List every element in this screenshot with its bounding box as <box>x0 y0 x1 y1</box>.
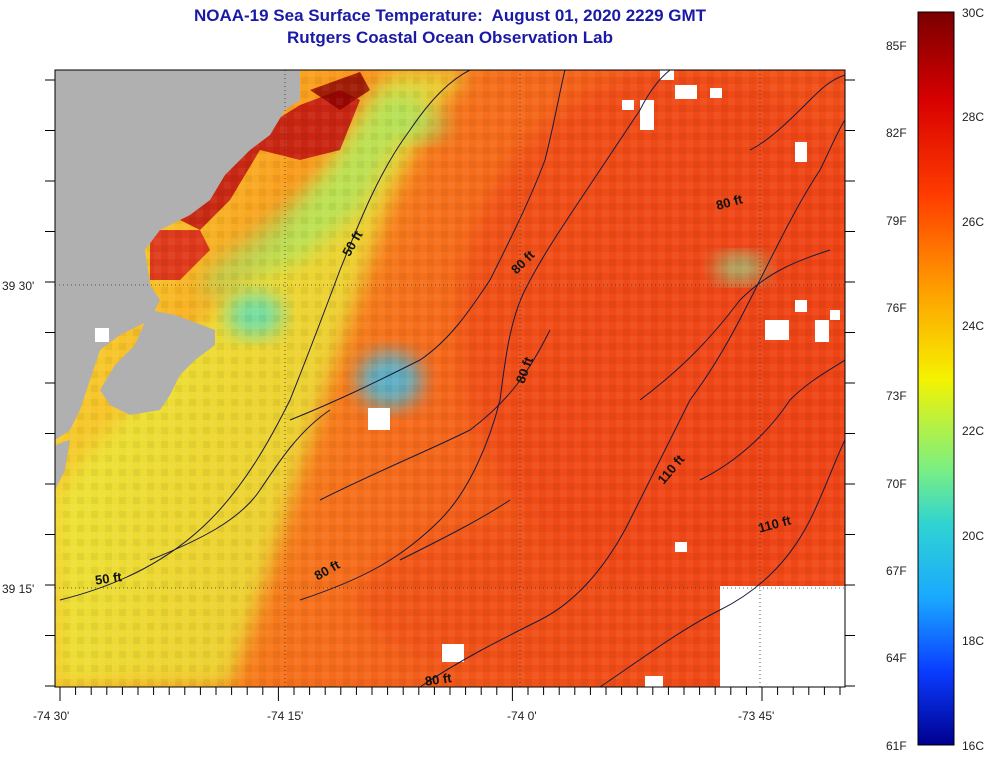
cbar-c-22: 22C <box>962 424 984 438</box>
bathymetry-contours <box>59 70 845 687</box>
lat-label-0: 39 30' <box>2 279 34 293</box>
cbar-c-28: 28C <box>962 110 984 124</box>
map-frame <box>45 69 855 701</box>
depth-label-80ft-c: 80 ft <box>714 191 744 213</box>
cbar-c-16: 16C <box>962 739 984 753</box>
cbar-f-76: 76F <box>886 301 907 315</box>
cbar-f-67: 67F <box>886 564 907 578</box>
cbar-c-18: 18C <box>962 634 984 648</box>
sst-field: 50 ft 50 ft 80 ft 80 ft 80 ft 80 ft 80 f… <box>55 70 845 689</box>
map-subtitle: Rutgers Coastal Ocean Observation Lab <box>287 28 613 47</box>
graticule <box>55 70 845 687</box>
map-title-block: NOAA-19 Sea Surface Temperature: August … <box>55 6 845 48</box>
lon-label-1: -74 15' <box>267 709 303 723</box>
latitude-axis-labels: 39 30' 39 15' <box>2 279 34 596</box>
lon-label-0: -74 30' <box>33 709 69 723</box>
cbar-f-70: 70F <box>886 477 907 491</box>
cbar-f-73: 73F <box>886 389 907 403</box>
depth-label-50ft-b: 50 ft <box>94 569 123 588</box>
lon-label-3: -73 45' <box>738 709 774 723</box>
cbar-c-26: 26C <box>962 215 984 229</box>
cbar-f-82: 82F <box>886 126 907 140</box>
cbar-f-61: 61F <box>886 739 907 753</box>
lat-label-1: 39 15' <box>2 582 34 596</box>
longitude-axis-labels: -74 30' -74 15' -74 0' -73 45' <box>33 709 774 723</box>
cbar-c-20: 20C <box>962 529 984 543</box>
cbar-c-30: 30C <box>962 6 984 20</box>
colorbar-celsius-labels: 30C 28C 26C 24C 22C 20C 18C 16C <box>962 6 984 753</box>
colorbar-fahrenheit-labels: 85F 82F 79F 76F 73F 70F 67F 64F 61F <box>886 39 907 753</box>
cbar-f-64: 64F <box>886 651 907 665</box>
temperature-colorbar: 30C 28C 26C 24C 22C 20C 18C 16C 85F 82F … <box>886 6 984 753</box>
map-title: NOAA-19 Sea Surface Temperature: August … <box>193 6 707 25</box>
cbar-f-85: 85F <box>886 39 907 53</box>
lon-label-2: -74 0' <box>507 709 537 723</box>
land-mass <box>55 70 300 440</box>
depth-label-80ft-e: 80 ft <box>424 670 453 689</box>
cbar-f-79: 79F <box>886 214 907 228</box>
cbar-c-24: 24C <box>962 319 984 333</box>
cloud-nodata-areas <box>95 70 845 687</box>
